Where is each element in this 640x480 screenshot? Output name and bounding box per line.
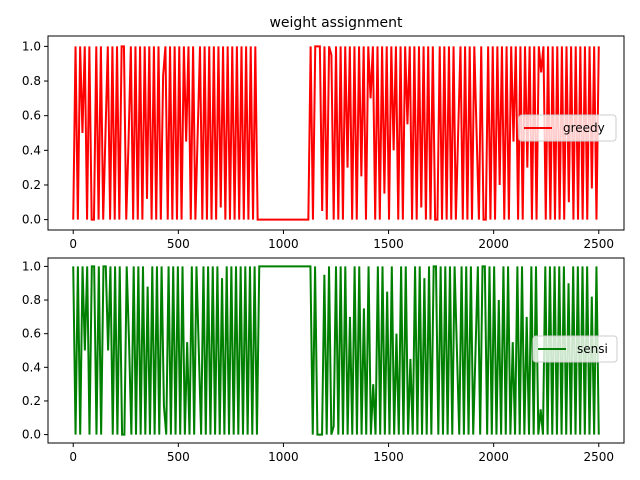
chart-title: weight assignment: [269, 15, 403, 31]
legend-greedy: greedy: [518, 114, 617, 142]
legend-label-sensi: sensi: [577, 342, 608, 356]
y-tick-label: 1.0: [22, 39, 41, 53]
plot-area-bottom: [47, 257, 625, 444]
legend-sensi: sensi: [532, 335, 618, 363]
y-tick-label: 0.8: [22, 74, 41, 88]
x-tick-label: 500: [167, 237, 190, 251]
x-tick-label: 1000: [268, 450, 299, 464]
y-tick-label: 0.2: [22, 178, 41, 192]
y-tick-label: 0.4: [22, 360, 41, 374]
x-tick-label: 0: [69, 450, 77, 464]
x-tick-label: 2000: [478, 237, 509, 251]
y-tick-label: 0.6: [22, 327, 41, 341]
y-tick-label: 0.4: [22, 143, 41, 157]
x-tick-label: 0: [69, 237, 77, 251]
legend-box-greedy: [518, 114, 617, 142]
x-tick-label: 2000: [478, 450, 509, 464]
subplot-top: weight assignment 0 500 1000 1500 2000 2500 0.…: [22, 15, 625, 251]
y-tick-label: 1.0: [22, 259, 41, 273]
y-tick-label: 0.0: [22, 213, 41, 227]
plot-area-top: [47, 35, 625, 231]
series-sensi-path: [72, 265, 600, 436]
series-greedy-path: [72, 45, 600, 221]
y-tick-label: 0.2: [22, 394, 41, 408]
x-tick-label: 1500: [373, 237, 404, 251]
x-tick-label: 1000: [268, 237, 299, 251]
legend-box-sensi: [532, 335, 618, 363]
x-tick-label: 2500: [584, 237, 615, 251]
axes-ticks-top: 0 500 1000 1500 2000 2500 0.0 0.2 0.4 0.6 0.8 1.0: [22, 39, 614, 251]
subplot-bottom: 0 500 1000 1500 2000 2500 0.0 0.2 0.4 0.6 0.8 1.0 s…: [22, 257, 625, 464]
y-tick-label: 0.0: [22, 428, 41, 442]
series-sensi-line: [72, 265, 600, 436]
x-tick-label: 1500: [373, 450, 404, 464]
y-tick-label: 0.6: [22, 109, 41, 123]
x-tick-label: 500: [167, 450, 190, 464]
axes-ticks-bottom: 0 500 1000 1500 2000 2500 0.0 0.2 0.4 0.6 0.8 1.0: [22, 259, 614, 464]
series-greedy-line: [72, 45, 600, 221]
y-tick-label: 0.8: [22, 293, 41, 307]
x-tick-label: 2500: [584, 450, 615, 464]
legend-label-greedy: greedy: [563, 121, 605, 135]
